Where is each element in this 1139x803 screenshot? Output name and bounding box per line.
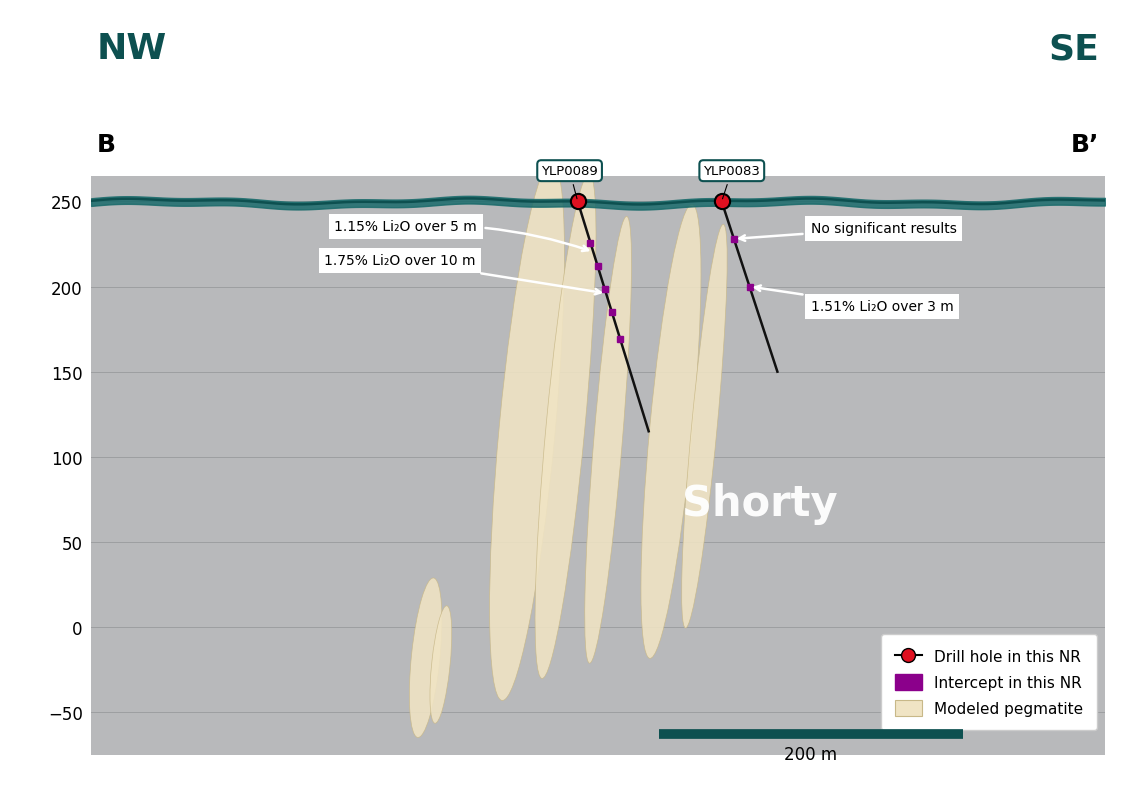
Text: No significant results: No significant results	[739, 222, 957, 242]
Text: YLP0089: YLP0089	[541, 165, 598, 199]
Text: B’: B’	[1071, 132, 1099, 157]
Point	[713, 196, 731, 209]
Text: SE: SE	[1048, 32, 1099, 66]
Ellipse shape	[584, 217, 631, 663]
Text: 1.75% Li₂O over 10 m: 1.75% Li₂O over 10 m	[325, 254, 600, 295]
Text: 200 m: 200 m	[785, 744, 837, 763]
Ellipse shape	[490, 163, 565, 700]
Text: Shorty: Shorty	[682, 482, 838, 524]
Ellipse shape	[681, 225, 727, 628]
Ellipse shape	[409, 578, 442, 737]
Ellipse shape	[535, 174, 596, 679]
Legend: Drill hole in this NR, Intercept in this NR, Modeled pegmatite: Drill hole in this NR, Intercept in this…	[880, 634, 1097, 730]
Ellipse shape	[429, 606, 452, 724]
Text: NW: NW	[97, 32, 167, 66]
Point	[568, 196, 587, 209]
Text: YLP0083: YLP0083	[704, 165, 760, 199]
Ellipse shape	[641, 205, 700, 658]
Text: 1.15% Li₂O over 5 m: 1.15% Li₂O over 5 m	[335, 220, 588, 251]
Text: B: B	[97, 132, 116, 157]
Text: 1.51% Li₂O over 3 m: 1.51% Li₂O over 3 m	[755, 286, 953, 314]
